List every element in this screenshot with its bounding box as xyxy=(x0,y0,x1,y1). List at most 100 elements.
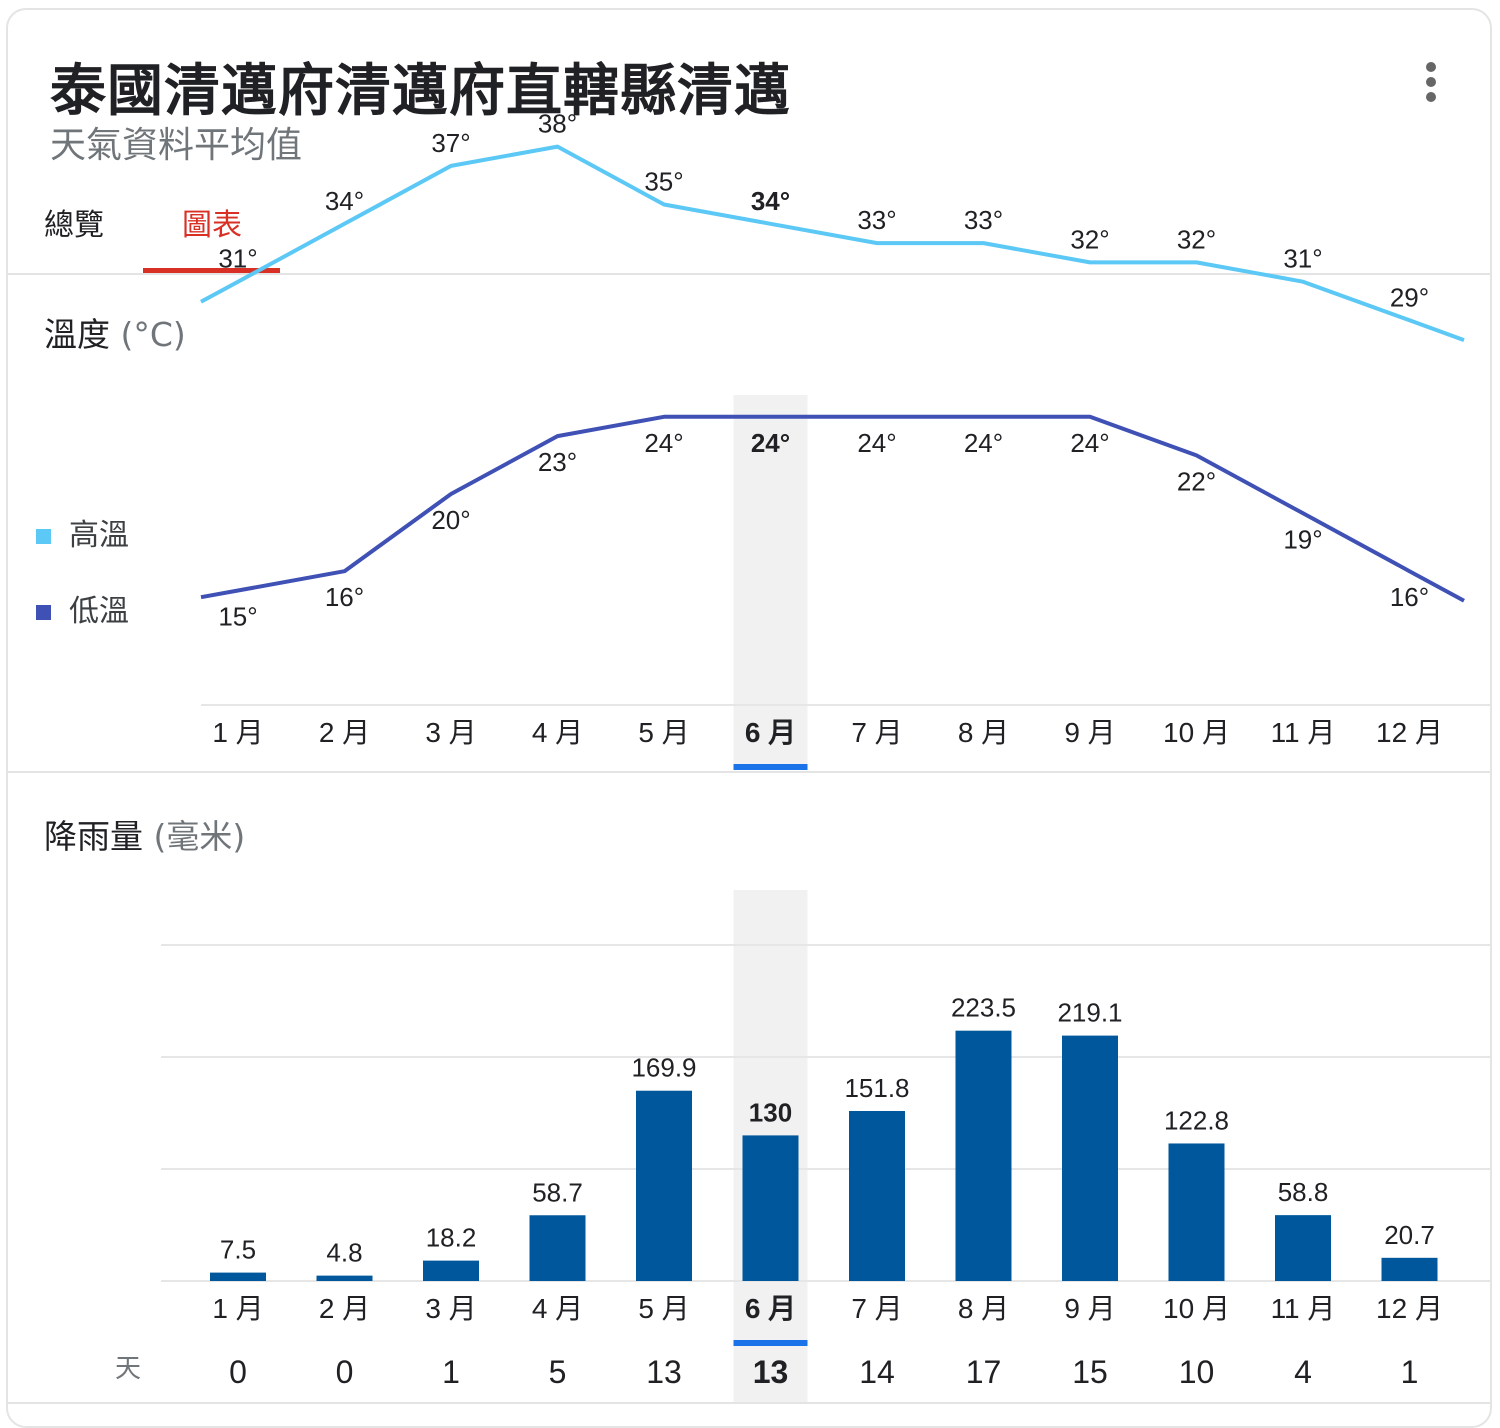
temperature-month-label[interactable]: 5 月 xyxy=(638,717,689,748)
temperature-month-label[interactable]: 3 月 xyxy=(425,717,476,748)
weather-charts: 31° 34° 37° 38° 35° 34° 33° 33° 32° 32° 31° 29° 15° 1… xyxy=(115,109,1490,1402)
low-temperature-label: 24° xyxy=(1070,428,1109,458)
sections-divider xyxy=(8,771,1490,773)
temperature-month-label[interactable]: 7 月 xyxy=(851,717,902,748)
temperature-title: 溫度 xyxy=(44,315,110,354)
rainfall-bar[interactable] xyxy=(1062,1035,1118,1281)
rainfall-bar[interactable] xyxy=(529,1215,586,1281)
low-temperature-label: 20° xyxy=(431,505,470,535)
rainy-days-value: 17 xyxy=(966,1354,1002,1390)
legend-label-high: 高溫 xyxy=(69,518,129,553)
rainfall-bar[interactable] xyxy=(636,1090,692,1281)
temperature-section-title: 溫度 (°C) xyxy=(44,308,186,356)
legend-label-low: 低溫 xyxy=(69,594,129,629)
rainfall-value-label: 18.2 xyxy=(426,1223,477,1253)
high-temperature-label: 37° xyxy=(431,128,470,158)
temperature-month-label[interactable]: 11 月 xyxy=(1271,717,1336,748)
rainy-days-value: 13 xyxy=(753,1354,789,1390)
low-temperature-label: 24° xyxy=(964,428,1003,458)
rainfall-section-title: 降雨量 (毫米) xyxy=(44,810,245,858)
high-temperature-label: 34° xyxy=(325,186,364,216)
high-temperature-label: 38° xyxy=(538,109,577,139)
rainfall-value-label: 219.1 xyxy=(1057,998,1122,1028)
rainfall-bar[interactable] xyxy=(1381,1257,1438,1281)
rainfall-month-label[interactable]: 11 月 xyxy=(1271,1293,1336,1324)
high-temperature-label: 34° xyxy=(751,186,790,216)
rainfall-bar[interactable] xyxy=(316,1275,373,1281)
legend-swatch-low xyxy=(36,605,51,620)
high-temperature-label: 32° xyxy=(1070,224,1109,254)
high-temperature-label: 31° xyxy=(1283,244,1322,274)
rainfall-month-label[interactable]: 5 月 xyxy=(638,1293,689,1324)
low-temperature-label: 15° xyxy=(218,602,257,632)
high-temperature-label: 35° xyxy=(644,167,683,197)
rainfall-value-label: 151.8 xyxy=(844,1073,909,1103)
rainfall-value-label: 58.8 xyxy=(1278,1177,1329,1207)
rainy-days-value: 13 xyxy=(646,1354,682,1390)
legend-item-low: 低溫 xyxy=(36,586,129,630)
low-temperature-label: 24° xyxy=(751,428,790,458)
temperature-month-label[interactable]: 9 月 xyxy=(1064,717,1115,748)
temperature-month-label[interactable]: 12 月 xyxy=(1376,717,1443,748)
rainfall-unit: (毫米) xyxy=(153,817,246,856)
rainy-days-value: 0 xyxy=(229,1354,247,1390)
temperature-month-label[interactable]: 8 月 xyxy=(958,717,1009,748)
temperature-month-label[interactable]: 6 月 xyxy=(745,717,796,748)
rainy-days-value: 15 xyxy=(1072,1354,1108,1390)
rainfall-bar[interactable] xyxy=(955,1030,1012,1281)
active-tab-indicator xyxy=(143,268,280,273)
low-temperature-label: 16° xyxy=(1390,582,1429,612)
rainy-days-value: 1 xyxy=(442,1354,460,1390)
rainfall-month-label[interactable]: 4 月 xyxy=(532,1293,583,1324)
selected-month-indicator-temperature xyxy=(733,764,808,770)
rainfall-value-label: 4.8 xyxy=(326,1238,362,1268)
rainfall-bar[interactable] xyxy=(1275,1215,1331,1281)
temperature-month-label[interactable]: 10 月 xyxy=(1163,717,1230,748)
tab-overview[interactable]: 總覽 xyxy=(44,208,104,243)
low-temperature-label: 19° xyxy=(1283,524,1322,554)
rainfall-value-label: 122.8 xyxy=(1164,1105,1229,1135)
rainy-days-value: 10 xyxy=(1179,1354,1215,1390)
rainfall-month-label[interactable]: 12 月 xyxy=(1376,1293,1443,1324)
rainfall-month-label[interactable]: 9 月 xyxy=(1064,1293,1115,1324)
rainy-days-value: 5 xyxy=(549,1354,567,1390)
rainfall-bar[interactable] xyxy=(742,1135,799,1281)
high-temperature-line xyxy=(200,144,1465,342)
high-temperature-label: 31° xyxy=(218,244,257,274)
temperature-month-label[interactable]: 1 月 xyxy=(212,717,263,748)
rainy-days-value: 0 xyxy=(336,1354,354,1390)
rainfall-value-label: 130 xyxy=(749,1097,792,1127)
rainfall-month-label[interactable]: 6 月 xyxy=(745,1293,796,1324)
rainfall-month-label[interactable]: 1 月 xyxy=(212,1293,263,1324)
rainfall-value-label: 223.5 xyxy=(951,993,1016,1023)
tab-chart[interactable]: 圖表 xyxy=(182,208,242,243)
rainy-days-value: 4 xyxy=(1294,1354,1312,1390)
rainfall-month-label[interactable]: 3 月 xyxy=(425,1293,476,1324)
rainfall-title: 降雨量 xyxy=(44,817,143,856)
tabs-divider xyxy=(8,273,1490,275)
rainy-days-value: 1 xyxy=(1401,1354,1419,1390)
low-temperature-label: 22° xyxy=(1177,466,1216,496)
low-temperature-label: 24° xyxy=(857,428,896,458)
high-temperature-label: 33° xyxy=(964,205,1003,235)
rainfall-month-label[interactable]: 10 月 xyxy=(1163,1293,1230,1324)
rainfall-month-label[interactable]: 7 月 xyxy=(851,1293,902,1324)
rainfall-bar[interactable] xyxy=(210,1272,266,1281)
page-title: 泰國清邁府清邁府直轄縣清邁 xyxy=(50,59,791,124)
temperature-month-label[interactable]: 2 月 xyxy=(319,717,370,748)
rainfall-bar[interactable] xyxy=(1168,1143,1225,1281)
rainfall-value-label: 7.5 xyxy=(220,1235,256,1265)
rainfall-value-label: 20.7 xyxy=(1384,1220,1435,1250)
rainfall-value-label: 58.7 xyxy=(532,1177,583,1207)
high-temperature-label: 33° xyxy=(857,205,896,235)
high-temperature-label: 32° xyxy=(1177,224,1216,254)
selected-month-indicator-rainfall xyxy=(733,1340,808,1346)
rainfall-month-label[interactable]: 2 月 xyxy=(319,1293,370,1324)
more-vert-icon[interactable] xyxy=(1416,60,1446,104)
rainy-days-label: 天 xyxy=(115,1353,141,1383)
rainfall-bar[interactable] xyxy=(849,1110,905,1281)
temperature-month-label[interactable]: 4 月 xyxy=(532,717,583,748)
rainfall-month-label[interactable]: 8 月 xyxy=(958,1293,1009,1324)
rainfall-bar[interactable] xyxy=(423,1260,479,1281)
page-subtitle: 天氣資料平均值 xyxy=(50,125,303,166)
